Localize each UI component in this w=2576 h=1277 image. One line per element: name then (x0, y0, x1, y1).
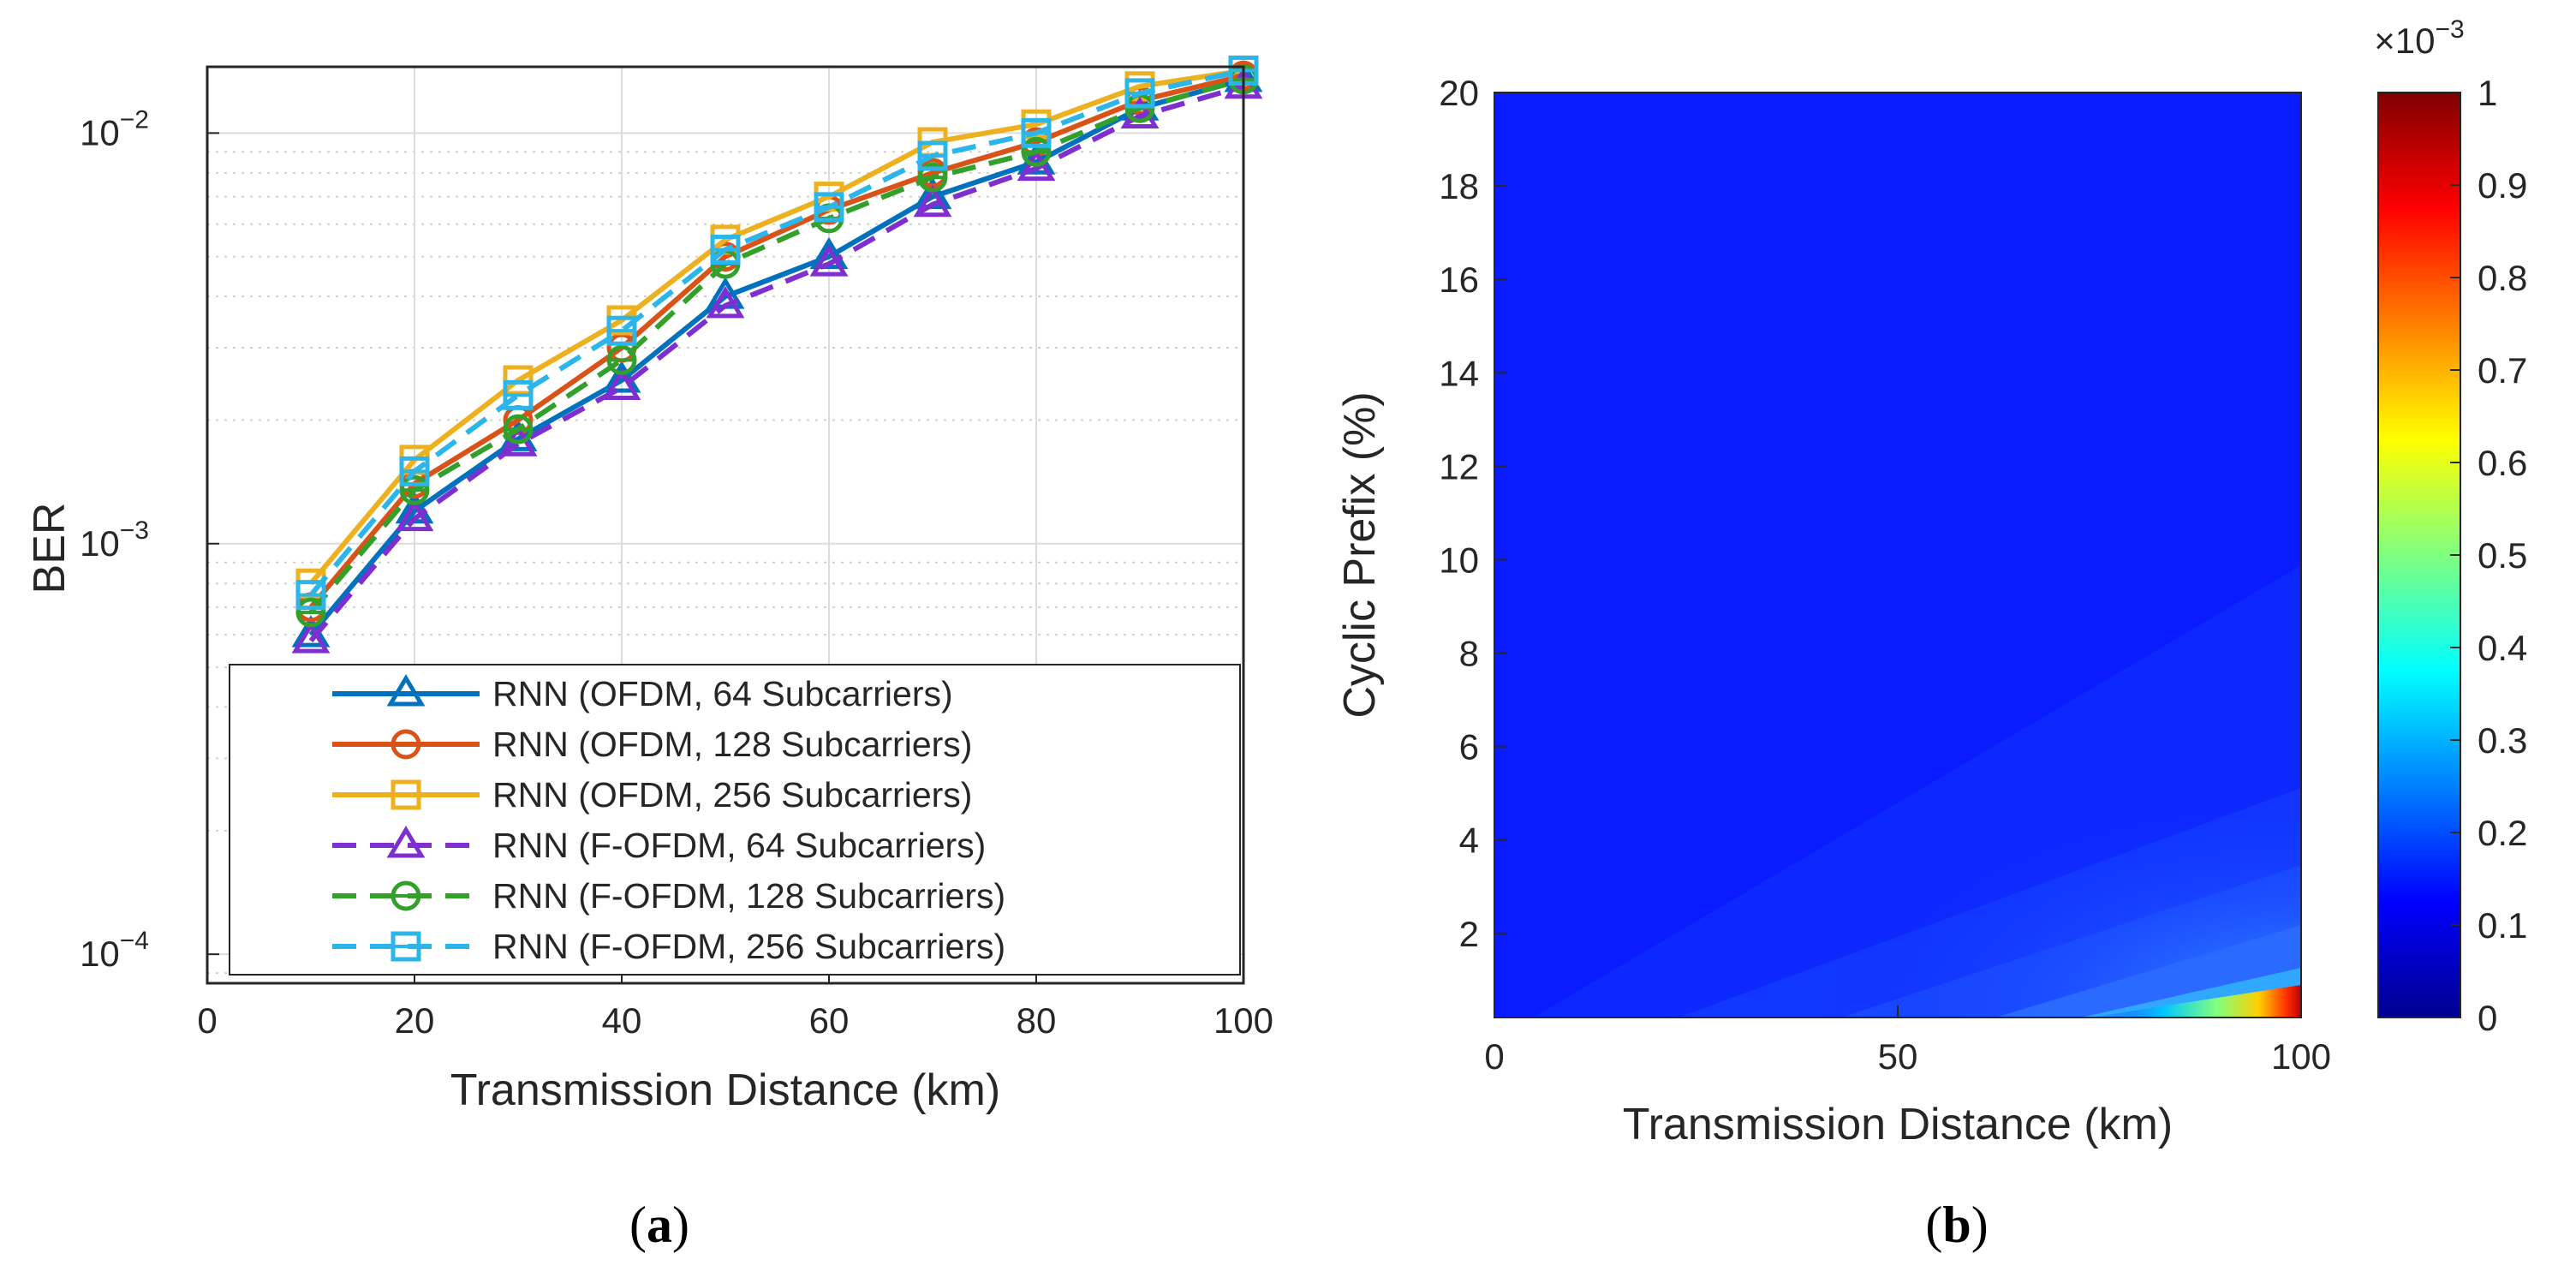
series-line (308, 73, 1244, 609)
series-5 (295, 64, 1259, 628)
legend-marker (391, 779, 421, 810)
legend: RNN (OFDM, 64 Subcarriers) RNN (OFDM, 128… (229, 664, 1241, 976)
data-point (809, 244, 849, 277)
colorbar-tick-label: 0.7 (2478, 350, 2527, 391)
legend-label: RNN (OFDM, 64 Subcarriers) (492, 674, 953, 713)
colorbar-tick-label: 1 (2478, 73, 2497, 113)
ber-line-chart: 0 20 40 60 80 100 10−4 10−3 10−2 Transmission Di… (25, 55, 1273, 1115)
heatmap-y-tick-label: 6 (1459, 727, 1479, 767)
data-point (809, 236, 849, 270)
heatmap-y-tick-label: 16 (1439, 260, 1479, 300)
legend-label: RNN (F-OFDM, 256 Subcarriers) (492, 927, 1005, 966)
caption-b: (b) (1925, 1196, 1988, 1253)
heatmap-x-axis-label: Transmission Distance (km) (1623, 1100, 2173, 1149)
data-point (395, 498, 434, 532)
series-6 (295, 55, 1259, 611)
data-point (1017, 148, 1056, 182)
data-point (913, 184, 952, 218)
y-axis-label: BER (25, 503, 75, 594)
x-tick-label: 20 (395, 1000, 435, 1041)
caption-a: (a) (629, 1196, 689, 1253)
colorbar-tick-label: 0.8 (2478, 258, 2527, 298)
data-point (291, 621, 331, 653)
x-tick-label: 60 (809, 1000, 850, 1041)
x-tick-label: 100 (1213, 1000, 1273, 1041)
colorbar-tick-labels: 0 0.1 0.2 0.3 0.4 0.5 0.6 0.7 0.8 0.9 1 (2450, 73, 2527, 1038)
legend-label: RNN (F-OFDM, 64 Subcarriers) (492, 826, 986, 865)
colorbar-tick-label: 0.1 (2478, 905, 2527, 946)
y-tick-label: 10−2 (80, 105, 149, 152)
heatmap-y-axis-label: Cyclic Prefix (%) (1335, 391, 1385, 718)
heatmap-y-tick-label: 14 (1439, 353, 1479, 393)
colorbar-tick-label: 0.9 (2478, 165, 2527, 206)
legend-label: RNN (OFDM, 128 Subcarriers) (492, 725, 972, 764)
series-line (308, 76, 1244, 614)
x-tick-label: 40 (602, 1000, 642, 1041)
legend-entry: RNN (OFDM, 128 Subcarriers) (332, 725, 972, 764)
x-tick-label: 80 (1017, 1000, 1057, 1041)
colorbar-tick-label: 0.6 (2478, 443, 2527, 483)
colorbar-tick-label: 0 (2478, 998, 2497, 1038)
heatmap-x-tick-label: 50 (1878, 1036, 1918, 1077)
colorbar-tick-label: 0.2 (2478, 813, 2527, 853)
heatmap-y-tick-label: 2 (1459, 914, 1479, 954)
legend-label: RNN (OFDM, 256 Subcarriers) (492, 775, 972, 815)
x-axis-label: Transmission Distance (km) (450, 1065, 1000, 1115)
series-line (308, 68, 1244, 586)
heatmap-x-tick-label: 100 (2271, 1036, 2331, 1077)
legend-label: RNN (F-OFDM, 128 Subcarriers) (492, 876, 1005, 916)
heatmap-y-tick-label: 8 (1459, 634, 1479, 674)
legend-marker (386, 674, 426, 707)
heatmap-y-tick-label: 18 (1439, 166, 1479, 206)
heatmap-y-tick-label: 4 (1459, 821, 1479, 861)
x-tick-label: 0 (197, 1000, 217, 1041)
heatmap-y-tick-label: 20 (1439, 73, 1479, 113)
data-point (602, 367, 641, 400)
heatmap-y-tick-label: 10 (1439, 540, 1479, 580)
tick-labels: 0 20 40 60 80 100 10−4 10−3 10−2 (80, 105, 1273, 1041)
legend-marker (386, 826, 426, 858)
heatmap-hotspot (2090, 985, 2301, 1017)
legend-box (229, 664, 1241, 976)
legend-entry: RNN (F-OFDM, 128 Subcarriers) (332, 876, 1005, 916)
data-point (706, 285, 745, 319)
legend-marker (391, 729, 421, 760)
heatmap-x-tick-label: 0 (1484, 1036, 1504, 1077)
colorbar-tick-label: 0.4 (2478, 628, 2527, 668)
data-point (602, 361, 641, 393)
heatmap-tick-labels: 0 50 100 2 4 6 8 10 12 14 16 18 20 (1439, 73, 2331, 1077)
colorbar-tick-label: 0.5 (2478, 535, 2527, 576)
axes-box (206, 65, 1245, 985)
heatmap-y-tick-label: 12 (1439, 446, 1479, 486)
series-layer (291, 55, 1263, 653)
legend-entry: RNN (F-OFDM, 256 Subcarriers) (332, 927, 1005, 966)
colorbar-tick-label: 0.3 (2478, 720, 2527, 761)
legend-entry: RNN (OFDM, 256 Subcarriers) (332, 775, 972, 815)
y-tick-label: 10−3 (80, 516, 149, 564)
y-tick-label: 10−4 (80, 927, 149, 974)
series-line (308, 76, 1244, 637)
colorbar-multiplier: ×10−3 (2374, 15, 2464, 61)
legend-entry: RNN (OFDM, 64 Subcarriers) (332, 674, 953, 713)
legend-entry: RNN (F-OFDM, 64 Subcarriers) (332, 826, 986, 865)
colorbar (2377, 92, 2461, 1018)
